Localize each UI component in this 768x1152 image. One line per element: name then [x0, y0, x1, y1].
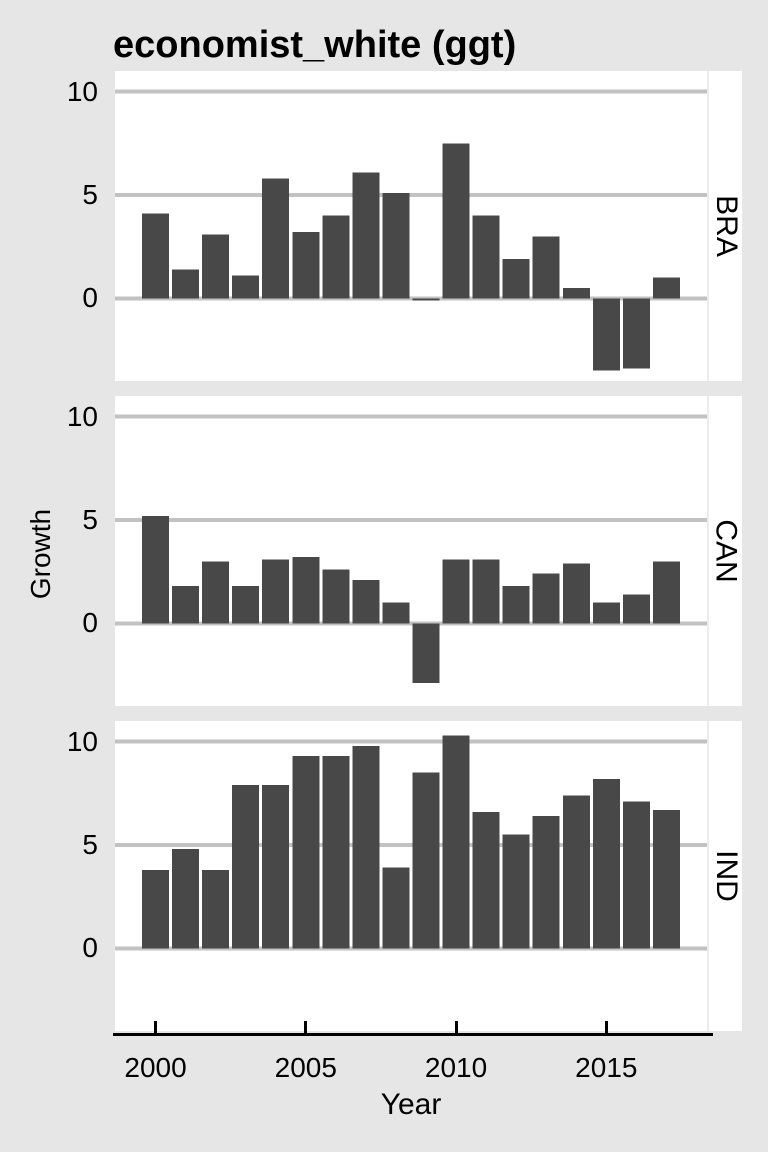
facet-strip-label: BRA	[709, 195, 743, 257]
bar-ind-2010	[442, 735, 470, 949]
x-tick-mark-2010	[454, 1021, 458, 1034]
bar-can-2015	[592, 602, 620, 624]
bar-can-2007	[352, 579, 380, 624]
bar-bra-2006	[322, 215, 350, 299]
facet-panel-ind	[115, 721, 707, 1031]
bar-can-2005	[292, 557, 320, 624]
bar-bra-2013	[532, 236, 560, 299]
bar-can-2004	[262, 559, 290, 624]
gridline-y0	[115, 296, 707, 301]
facet-plot-bra	[115, 89, 707, 371]
bar-ind-2007	[352, 745, 380, 949]
bar-bra-2010	[442, 143, 470, 299]
bar-ind-2016	[622, 801, 650, 949]
bar-bra-2011	[472, 215, 500, 299]
bar-can-2016	[622, 594, 650, 624]
x-tick-mark-2015	[604, 1021, 608, 1034]
bar-can-2006	[322, 569, 350, 624]
bar-ind-2014	[562, 795, 590, 949]
y-tick-label-can-10: 10	[66, 400, 98, 432]
bar-can-2011	[472, 559, 500, 624]
y-tick-label-ind-5: 5	[82, 829, 98, 860]
bar-ind-2006	[322, 756, 350, 949]
bar-can-2002	[202, 561, 230, 624]
bar-ind-2015	[592, 778, 620, 949]
bar-bra-2003	[232, 275, 260, 299]
facet-strip-can: CAN	[707, 396, 743, 706]
chart-title: economist_white (ggt)	[113, 24, 517, 66]
y-tick-label-ind-0: 0	[82, 932, 98, 964]
x-axis-line	[113, 1033, 713, 1036]
gridline-y10	[115, 739, 707, 744]
bar-ind-2011	[472, 811, 500, 949]
bar-bra-2008	[382, 192, 410, 299]
bar-ind-2012	[502, 834, 530, 949]
x-tick-mark-2005	[304, 1021, 308, 1034]
bar-ind-2005	[292, 756, 320, 949]
gridline-y10	[115, 414, 707, 419]
y-tick-label-ind-10: 10	[66, 725, 98, 757]
bar-can-2014	[562, 563, 590, 624]
gridline-y0	[115, 946, 707, 951]
bar-ind-2001	[172, 849, 200, 949]
bar-can-2003	[232, 586, 260, 624]
bar-can-2001	[172, 586, 200, 624]
facet-strip-label: IND	[709, 850, 743, 902]
bar-ind-2002	[202, 869, 230, 949]
bar-can-2012	[502, 586, 530, 624]
bar-ind-2004	[262, 785, 290, 949]
bar-ind-2008	[382, 867, 410, 949]
facet-strip-ind: IND	[707, 721, 743, 1031]
y-tick-label-can-5: 5	[82, 504, 98, 535]
bar-bra-2005	[292, 232, 320, 299]
bar-ind-2000	[142, 869, 169, 949]
y-tick-label-bra-10: 10	[66, 75, 98, 107]
bar-ind-2003	[232, 785, 260, 949]
bar-can-2009	[412, 623, 440, 684]
bar-can-2008	[382, 602, 410, 624]
gridline-y0	[115, 621, 707, 626]
y-tick-label-bra-0: 0	[82, 282, 98, 314]
bar-can-2017	[652, 561, 680, 624]
bar-bra-2017	[652, 277, 680, 299]
gridline-y10	[115, 89, 707, 94]
bar-can-2000	[142, 515, 169, 624]
facet-plot-ind	[115, 735, 707, 951]
y-tick-label-can-0: 0	[82, 607, 98, 639]
facet-plot-can	[115, 414, 707, 684]
gridline-y5	[115, 843, 707, 847]
bar-bra-2015	[592, 298, 620, 371]
bar-bra-2001	[172, 269, 200, 299]
bar-can-2013	[532, 573, 560, 624]
bar-bra-2012	[502, 259, 530, 299]
x-tick-label-2005: 2005	[274, 1052, 337, 1083]
facet-panel-can	[115, 396, 707, 706]
bar-bra-2004	[262, 178, 290, 299]
gridline-y5	[115, 193, 707, 197]
x-tick-mark-2000	[154, 1021, 158, 1034]
x-tick-label-2010: 2010	[424, 1052, 488, 1083]
x-axis-label: Year	[380, 1088, 442, 1121]
bar-bra-2016	[622, 298, 650, 369]
bar-bra-2007	[352, 172, 380, 299]
x-tick-label-2000: 2000	[124, 1052, 187, 1083]
facet-strip-bra: BRA	[707, 71, 743, 381]
bar-ind-2013	[532, 816, 560, 949]
facet-panel-bra	[115, 71, 707, 381]
bar-bra-2002	[202, 234, 230, 299]
bar-ind-2009	[412, 772, 440, 949]
bar-can-2010	[442, 559, 470, 624]
facet-strip-label: CAN	[709, 519, 743, 583]
bar-bra-2009	[412, 298, 440, 301]
bar-bra-2000	[142, 213, 169, 299]
gridline-y5	[115, 518, 707, 522]
bar-ind-2017	[652, 809, 680, 949]
y-tick-label-bra-5: 5	[82, 179, 98, 210]
x-tick-label-2015: 2015	[575, 1052, 638, 1083]
bar-bra-2014	[562, 288, 590, 299]
